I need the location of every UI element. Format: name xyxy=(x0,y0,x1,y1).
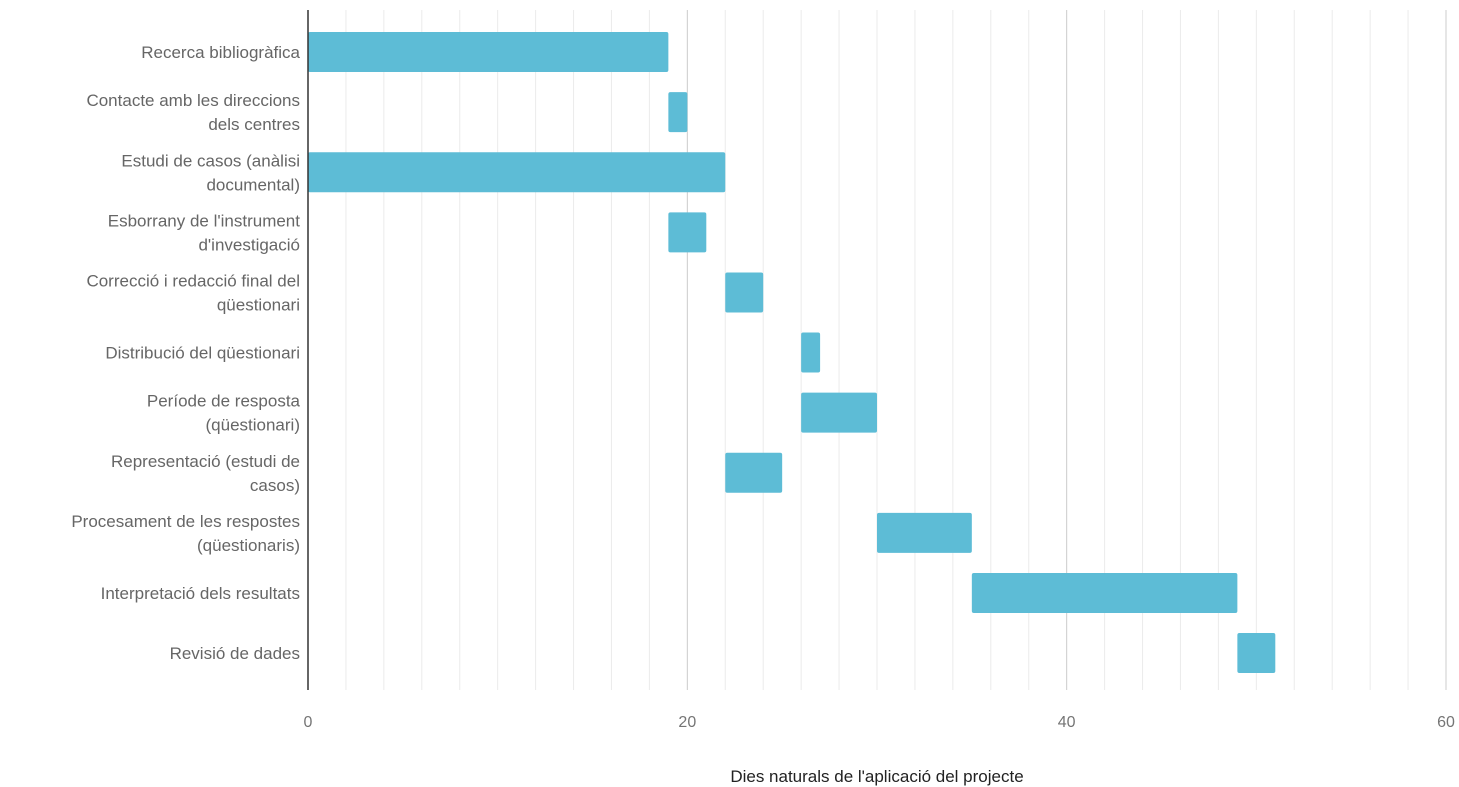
category-label: Distribució del qüestionari xyxy=(105,344,300,363)
gantt-bar xyxy=(308,152,726,193)
gantt-bar xyxy=(668,92,688,133)
category-label: Esborrany de l'instrument d'investigació xyxy=(108,211,300,254)
gantt-bar xyxy=(801,392,877,433)
category-label-line: Distribució del qüestionari xyxy=(105,344,300,363)
gantt-bar xyxy=(1237,633,1276,674)
x-tick-label: 20 xyxy=(678,714,696,731)
category-label-line: Període de resposta xyxy=(147,392,301,411)
category-label-line: qüestionari xyxy=(217,295,300,314)
gantt-bar xyxy=(668,212,707,253)
category-label-line: Esborrany de l'instrument xyxy=(108,211,300,230)
category-label-line: casos) xyxy=(250,476,300,495)
category-label-line: Recerca bibliogràfica xyxy=(141,43,300,62)
category-label: Interpretació dels resultats xyxy=(101,584,300,603)
x-tick-label: 60 xyxy=(1437,714,1455,731)
category-label-line: Estudi de casos (anàlisi xyxy=(121,151,300,170)
x-tick-labels: 0 20 40 60 xyxy=(304,714,1455,731)
category-label-line: (qüestionaris) xyxy=(197,536,300,555)
x-axis-title: Dies naturals de l'aplicació del project… xyxy=(730,767,1023,786)
category-label: Revisió de dades xyxy=(170,644,300,663)
category-label-line: Contacte amb les direccions xyxy=(86,91,300,110)
gantt-bar xyxy=(877,512,972,553)
category-label: Contacte amb les direccions dels centres xyxy=(86,91,300,134)
category-label-line: (qüestionari) xyxy=(206,416,301,435)
grid-lines xyxy=(345,10,1447,690)
category-label: Correcció i redacció final del qüestionar… xyxy=(86,271,300,314)
category-label: Període de resposta (qüestionari) xyxy=(147,392,301,435)
category-label: Procesament de les respostes (qüestionari… xyxy=(71,512,300,555)
category-labels: Recerca bibliogràfica Contacte amb les di… xyxy=(71,43,300,663)
gantt-bar xyxy=(725,272,764,313)
gantt-bar xyxy=(308,32,669,73)
category-label-line: Revisió de dades xyxy=(170,644,300,663)
category-label-line: Interpretació dels resultats xyxy=(101,584,300,603)
gantt-bar xyxy=(801,332,821,373)
x-tick-label: 0 xyxy=(304,714,313,731)
category-label: Representació (estudi de casos) xyxy=(111,452,300,495)
category-label: Estudi de casos (anàlisi documental) xyxy=(121,151,300,194)
category-label-line: dels centres xyxy=(208,115,300,134)
category-label-line: Procesament de les respostes xyxy=(71,512,300,531)
gantt-bar xyxy=(725,452,783,493)
x-tick-label: 40 xyxy=(1058,714,1076,731)
category-label: Recerca bibliogràfica xyxy=(141,43,300,62)
category-label-line: Correcció i redacció final del xyxy=(86,271,300,290)
category-label-line: Representació (estudi de xyxy=(111,452,300,471)
category-label-line: documental) xyxy=(206,175,300,194)
category-label-line: d'investigació xyxy=(198,235,300,254)
gantt-bar xyxy=(971,572,1238,613)
bars xyxy=(308,32,1276,674)
